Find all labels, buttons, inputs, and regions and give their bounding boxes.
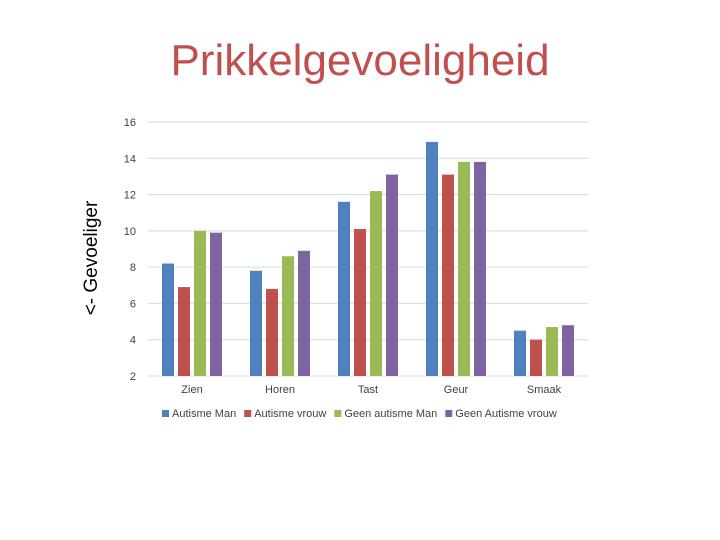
bar: [250, 270, 262, 376]
bar: [458, 161, 470, 376]
legend-label: Geen Autisme vrouw: [455, 408, 557, 420]
legend-label: Autisme Man: [172, 408, 236, 420]
bar: [514, 330, 526, 376]
bar: [354, 229, 366, 376]
bar: [266, 288, 278, 376]
y-tick-label: 10: [124, 226, 136, 238]
y-tick-label: 4: [130, 335, 136, 347]
y-tick-label: 12: [124, 190, 136, 202]
bar: [370, 190, 382, 376]
bar: [194, 230, 206, 376]
bar: [562, 325, 574, 376]
y-tick-label: 2: [130, 371, 136, 383]
x-category-label: Horen: [265, 384, 295, 396]
bar: [282, 256, 294, 376]
x-category-label: Zien: [181, 384, 202, 396]
y-tick-label: 6: [130, 298, 136, 310]
legend: Autisme Man Autisme vrouw Geen autisme Man…: [162, 408, 557, 420]
x-category-label: Geur: [444, 384, 469, 396]
legend-swatch: [162, 410, 169, 417]
bar: [442, 174, 454, 376]
legend-swatch: [244, 410, 252, 417]
y-tick-label: 8: [130, 262, 136, 274]
bar: [210, 232, 222, 376]
bar: [386, 174, 398, 376]
y-tick-label: 14: [124, 153, 136, 165]
bar: [426, 141, 438, 376]
x-category-label: Smaak: [527, 384, 562, 396]
legend-swatch: [445, 410, 453, 417]
legend-label: Autisme vrouw: [254, 408, 326, 420]
bar: [530, 339, 542, 376]
bar: [474, 161, 486, 376]
y-axis-ticks: 16 14 12 10 8 6 4 2: [124, 117, 136, 383]
bar: [338, 201, 350, 376]
bar: [162, 263, 174, 376]
legend-swatch: [334, 410, 342, 417]
bars: [162, 141, 574, 376]
bar: [298, 250, 310, 376]
x-axis-categories: Zien Horen Tast Geur Smaak: [181, 384, 561, 396]
legend-label: Geen autisme Man: [344, 408, 437, 420]
y-tick-label: 16: [124, 117, 136, 129]
bar: [178, 287, 190, 376]
bar: [546, 327, 558, 376]
chart-title: Prikkelgevoeligheid: [170, 36, 550, 85]
x-category-label: Tast: [358, 384, 378, 396]
